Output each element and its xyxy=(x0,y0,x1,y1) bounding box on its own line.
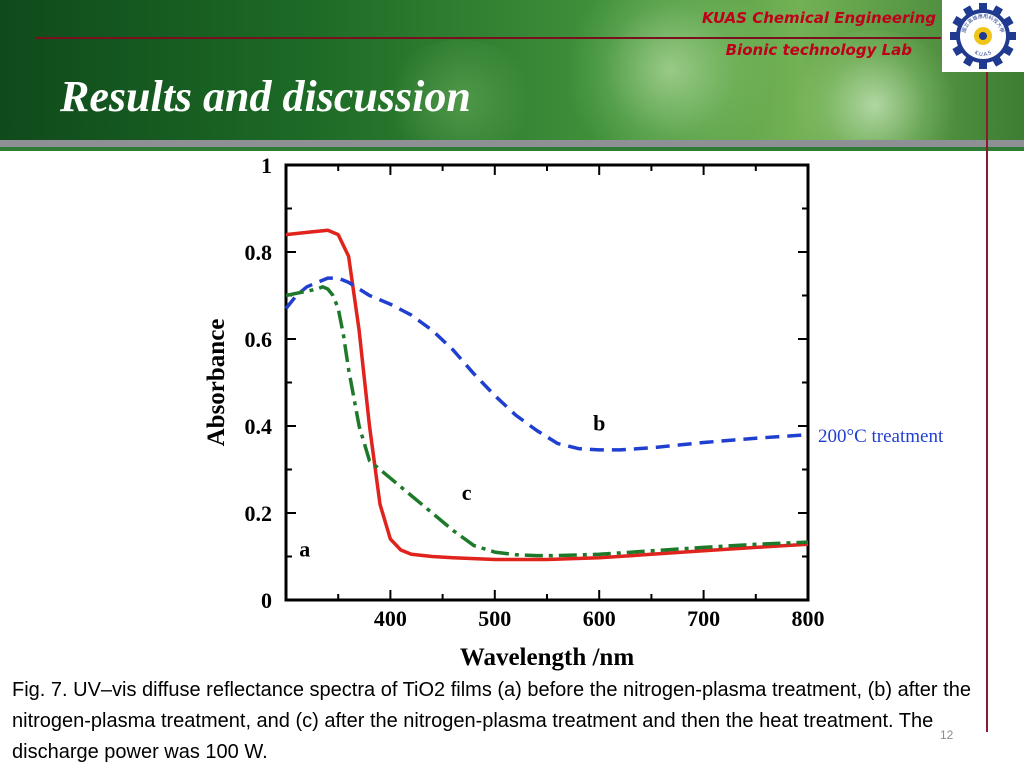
absorbance-chart: 400 500 600 700 800 0 0.2 0.4 0.6 0.8 1 Wavelength … xyxy=(203,153,825,671)
series-label-a: a xyxy=(299,537,310,562)
figure-caption: Fig. 7. UV–vis diffuse reflectance spect… xyxy=(12,679,971,763)
page-number: 12 xyxy=(940,728,954,742)
x-tick-label: 700 xyxy=(687,606,720,631)
lab-name-line1: KUAS Chemical Engineering xyxy=(701,9,936,27)
banner-bokeh-decoration xyxy=(380,40,540,140)
banner-bokeh-decoration xyxy=(790,30,960,140)
gear-logo-icon: 國立高雄應用科技大學 K.U.A.S xyxy=(950,3,1016,69)
y-axis-label: Absorbance xyxy=(203,319,230,447)
x-tick-label: 500 xyxy=(478,606,511,631)
header-divider-line xyxy=(36,37,941,39)
x-tick-label: 600 xyxy=(583,606,616,631)
y-tick-label: 0.2 xyxy=(245,501,273,526)
y-tick-label: 0.6 xyxy=(245,327,273,352)
logo-kuas-text: K.U.A.S xyxy=(973,50,992,58)
series-line-c xyxy=(285,285,809,558)
series-label-c: c xyxy=(462,480,472,505)
y-tick-label: 0 xyxy=(261,588,272,613)
x-tick-label: 400 xyxy=(374,606,407,631)
x-tick-label: 800 xyxy=(792,606,825,631)
series-line-a xyxy=(285,228,809,562)
header-green-rule xyxy=(0,147,1024,151)
header-gray-rule xyxy=(0,140,1024,147)
x-axis-label: Wavelength /nm xyxy=(460,644,634,671)
university-logo: 國立高雄應用科技大學 K.U.A.S xyxy=(942,0,1024,72)
y-tick-label: 0.4 xyxy=(245,414,273,439)
right-vertical-rule xyxy=(986,72,988,732)
series-line-b xyxy=(284,276,809,452)
lab-name-line2: Bionic technology Lab xyxy=(725,41,912,59)
series-label-b: b xyxy=(593,410,605,435)
y-tick-label: 0.8 xyxy=(245,240,273,265)
slide-title: Results and discussion xyxy=(60,72,471,121)
y-tick-label: 1 xyxy=(261,153,272,178)
treatment-annotation: 200°C treatment xyxy=(818,426,944,447)
header-banner: KUAS Chemical Engineering Bionic technol… xyxy=(0,0,1024,140)
banner-bokeh-decoration xyxy=(560,0,780,140)
